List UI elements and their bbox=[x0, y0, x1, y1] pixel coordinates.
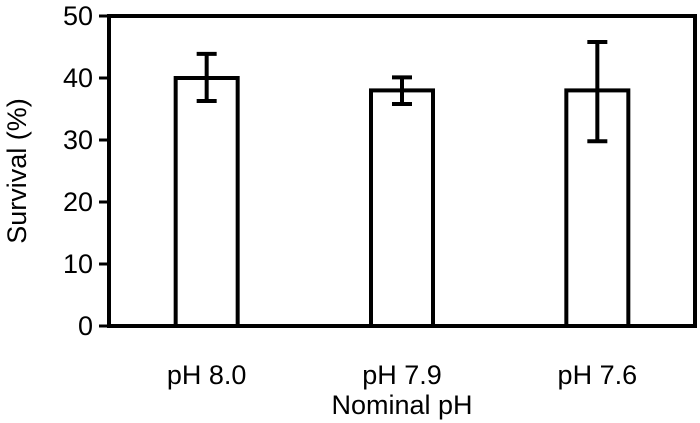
error-bar bbox=[587, 40, 608, 144]
y-tick-label: 30 bbox=[63, 125, 93, 155]
y-axis-title: Survival (%) bbox=[2, 98, 32, 244]
y-tick-label: 20 bbox=[63, 187, 93, 217]
bar bbox=[173, 76, 240, 328]
error-bar bbox=[196, 51, 217, 103]
y-tick-label: 50 bbox=[63, 1, 93, 31]
x-axis-title: Nominal pH bbox=[331, 390, 472, 420]
bar bbox=[369, 88, 435, 329]
y-tick-label: 10 bbox=[63, 249, 93, 279]
error-bar bbox=[392, 75, 412, 107]
category-label: pH 7.9 bbox=[362, 360, 442, 390]
y-tick-label: 0 bbox=[78, 311, 93, 341]
error-bars bbox=[196, 40, 608, 144]
category-label: pH 7.6 bbox=[558, 360, 638, 390]
bars bbox=[173, 76, 631, 329]
y-axis-ticks: 0 10 20 30 40 50 bbox=[63, 1, 109, 341]
category-label: pH 8.0 bbox=[167, 360, 247, 390]
y-tick-label: 40 bbox=[63, 63, 93, 93]
category-labels: pH 8.0 pH 7.9 pH 7.6 bbox=[167, 360, 637, 390]
